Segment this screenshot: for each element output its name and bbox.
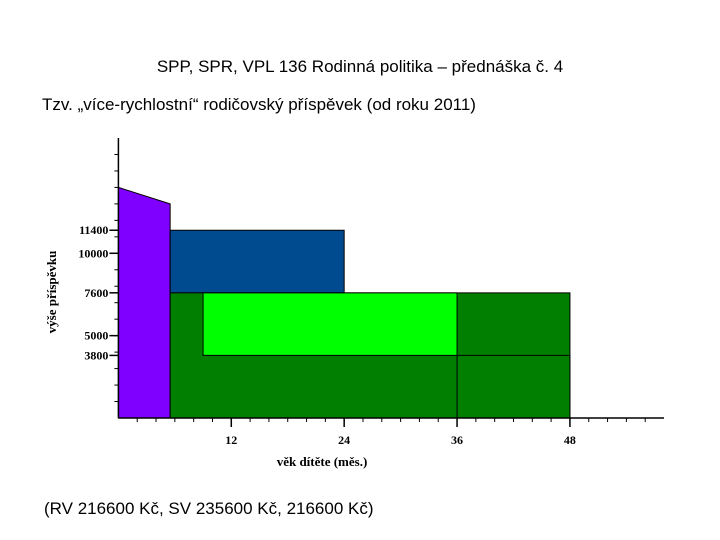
y-tick-label: 10000	[78, 246, 108, 260]
y-tick-label: 11400	[79, 223, 108, 237]
area-region-5	[456, 354, 571, 419]
y-tick-label: 5000	[84, 329, 108, 343]
y-tick-label: 3800	[84, 348, 108, 362]
area-region-4	[202, 292, 458, 356]
area-region-2	[169, 229, 345, 294]
slide-footer: (RV 216600 Kč, SV 235600 Kč, 216600 Kč)	[44, 499, 374, 518]
y-tick-label: 7600	[84, 286, 108, 300]
slide-title: SPP, SPR, VPL 136 Rodinná politika – pře…	[156, 57, 564, 76]
x-tick-label: 12	[225, 433, 237, 447]
x-axis-title: věk dítěte (měs.)	[277, 454, 368, 469]
area-region-1	[117, 186, 171, 419]
y-axis-title: výše příspěvku	[44, 251, 59, 334]
x-tick-label: 36	[451, 433, 463, 447]
x-tick-label: 48	[564, 433, 576, 447]
slide-subtitle: Tzv. „více-rychlostní“ rodičovský příspě…	[42, 95, 476, 114]
x-tick-label: 24	[338, 433, 350, 447]
